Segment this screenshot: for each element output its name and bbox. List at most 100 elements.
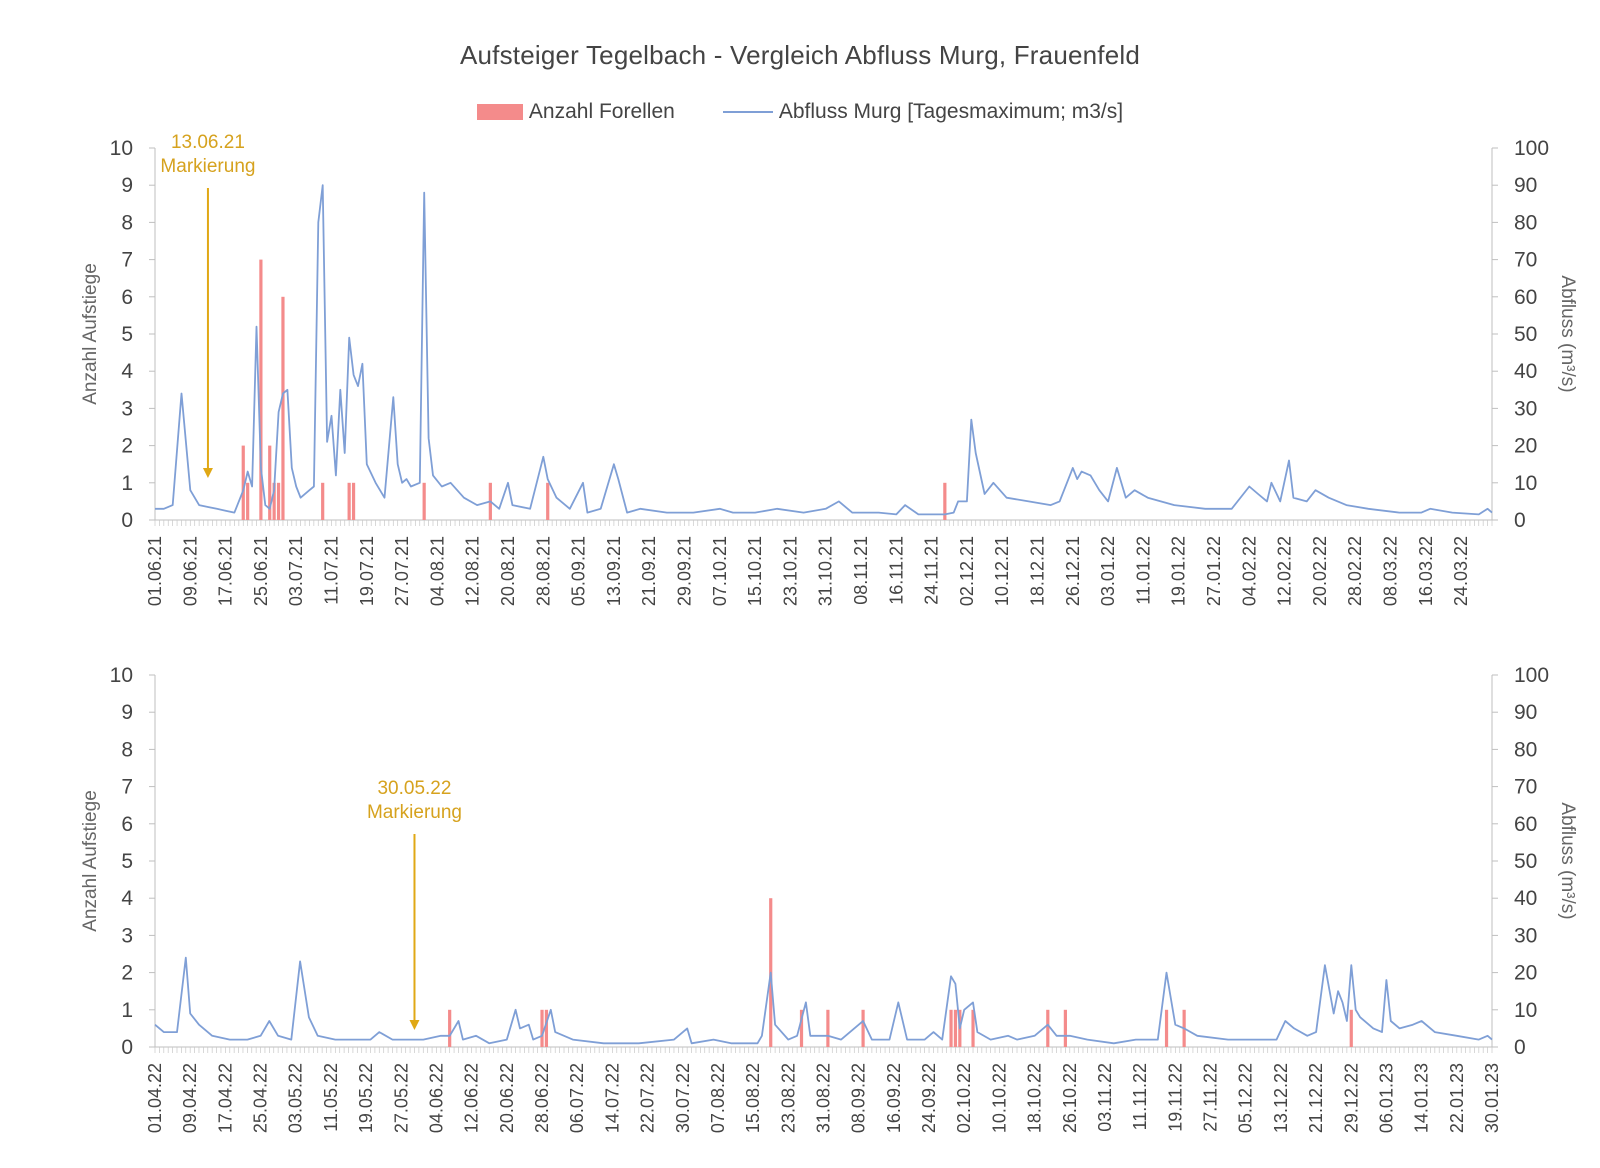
chart1-bar-forellen [268, 445, 272, 520]
chart2-line-abfluss [154, 956, 1493, 1045]
chart1-x-tick: 04.08.21 [427, 536, 447, 606]
chart1-x-tick: 26.12.21 [1063, 536, 1083, 606]
chart2-x-tick: 25.04.22 [251, 1063, 271, 1133]
chart1-x-tick: 03.01.22 [1098, 536, 1118, 606]
chart1-x-tick: 01.06.21 [145, 536, 165, 606]
chart1-x-tick: 20.08.21 [498, 536, 518, 606]
chart2-bar-forellen [799, 1009, 804, 1047]
chart1-bar-forellen [259, 259, 263, 520]
chart2-y-left-tick: 0 [121, 1036, 133, 1059]
chart2-annotation-date: 30.05.22 [377, 778, 451, 799]
chart1-y-left-tick: 8 [121, 211, 133, 234]
chart1-x-tick: 19.01.22 [1169, 536, 1189, 606]
chart2-x-tick: 11.05.22 [321, 1063, 341, 1132]
chart1-y-left-tick: 10 [110, 137, 133, 160]
legend-line-swatch [722, 111, 773, 113]
chart1-y-right-tick: 70 [1514, 249, 1537, 272]
chart1-y-right-tick: 10 [1514, 472, 1537, 495]
chart1-x-tick: 31.10.21 [816, 536, 836, 606]
chart1-x-tick: 17.06.21 [216, 536, 236, 606]
chart2-x-tick: 11.11.22 [1130, 1063, 1150, 1130]
legend: Anzahl Forellen Abfluss Murg [Tagesmaxim… [0, 100, 1600, 124]
chart1-bar-forellen [943, 482, 947, 520]
chart1-y-left-tick: 2 [121, 435, 133, 458]
chart2-x-tick: 16.09.22 [884, 1063, 904, 1133]
chart1-bar-forellen [276, 482, 281, 520]
chart2-bar-forellen [540, 1009, 544, 1047]
chart1-bar-forellen [351, 482, 356, 520]
legend-item-line: Abfluss Murg [Tagesmaximum; m3/s] [722, 100, 1124, 124]
chart1-y-right-tick: 40 [1514, 360, 1537, 383]
chart2-x-tick: 07.08.22 [708, 1063, 728, 1133]
chart2-x-tick: 31.08.22 [814, 1063, 834, 1133]
legend-item-bars: Anzahl Forellen [476, 100, 675, 124]
chart1-y-right-tick: 50 [1514, 323, 1537, 346]
chart2-y-right-title: Abfluss (m³/s) [1557, 802, 1578, 919]
chart1-bar-forellen [241, 445, 245, 520]
chart2-x-tick: 24.09.22 [919, 1063, 939, 1133]
chart2-bar-forellen [949, 1009, 953, 1047]
chart2-x-minor-ticks [154, 1047, 1493, 1053]
chart2-x-tick: 30.01.23 [1482, 1063, 1502, 1133]
chart2-bar-forellen [953, 1009, 958, 1047]
chart1-x-tick: 11.01.22 [1133, 536, 1153, 605]
chart2-x-tick: 06.07.22 [567, 1063, 587, 1133]
chart1-x-tick: 11.07.21 [322, 536, 342, 605]
chart2-bar-forellen [971, 1009, 975, 1047]
chart1-y-right-tick: 20 [1514, 435, 1537, 458]
chart1-y-left-title: Anzahl Aufstiege [80, 263, 101, 405]
chart2-x-tick: 27.05.22 [391, 1063, 411, 1133]
chart1-x-tick: 05.09.21 [569, 536, 589, 606]
chart1-x-tick: 02.12.21 [957, 536, 977, 606]
chart2-x-tick: 14.07.22 [602, 1063, 622, 1133]
chart2-x-tick: 18.10.22 [1025, 1063, 1045, 1133]
chart1-y-right-tick: 30 [1514, 397, 1537, 420]
chart1-annotation-label: Markierung [160, 156, 255, 177]
chart2-x-tick: 10.10.22 [989, 1063, 1009, 1133]
chart2-y-right-tick: 100 [1514, 664, 1549, 687]
chart1-x-tick: 20.02.22 [1310, 536, 1330, 606]
chart2-bar-forellen [448, 1009, 452, 1047]
chart2-y-right-tick: 10 [1514, 999, 1537, 1022]
chart2-y-right-tick: 40 [1514, 887, 1537, 910]
chart1-x-tick: 25.06.21 [251, 536, 271, 606]
chart1-y-right-tick: 100 [1514, 137, 1549, 160]
chart1-line-abfluss [155, 184, 1493, 516]
chart1-y-right-title: Abfluss (m³/s) [1557, 275, 1578, 392]
chart2-y-left-tick: 3 [121, 924, 133, 947]
chart1-y-left-tick: 3 [121, 397, 133, 420]
chart1-y-left-tick: 4 [121, 360, 133, 383]
chart2-x-tick: 03.05.22 [286, 1063, 306, 1133]
chart2-x-tick: 19.05.22 [356, 1063, 376, 1133]
chart2-y-right-tick: 30 [1514, 924, 1537, 947]
legend-bar-label: Anzahl Forellen [528, 100, 675, 123]
legend-line-label: Abfluss Murg [Tagesmaximum; m3/s] [778, 100, 1124, 123]
chart1-x-tick: 07.10.21 [710, 536, 730, 606]
chart1-x-tick: 27.01.22 [1204, 536, 1224, 606]
chart1-annotation-arrowhead [202, 468, 213, 478]
chart2-annotation-arrowhead [409, 1020, 420, 1030]
chart1-x-tick: 03.07.21 [286, 536, 306, 606]
chart2-bar-forellen [861, 1009, 865, 1047]
chart2-x-tick: 08.09.22 [849, 1063, 869, 1133]
chart2-x-tick: 05.12.22 [1236, 1063, 1256, 1133]
chart2-x-tick: 21.12.22 [1306, 1063, 1326, 1133]
chart2-x-tick: 02.10.22 [954, 1063, 974, 1133]
chart2-bar-forellen [544, 1009, 549, 1047]
chart1-x-tick: 15.10.21 [745, 536, 765, 606]
chart2-bar-forellen [1046, 1009, 1050, 1047]
chart1-x-tick: 18.12.21 [1028, 536, 1048, 606]
chart1-y-left-tick: 6 [121, 286, 133, 309]
chart2-bar-forellen [826, 1009, 830, 1047]
chart2-x-tick: 26.10.22 [1060, 1063, 1080, 1133]
chart2-x-tick: 23.08.22 [778, 1063, 798, 1133]
chart2-x-tick: 30.07.22 [673, 1063, 693, 1133]
chart1-x-tick: 08.03.22 [1381, 536, 1401, 606]
chart1-x-tick: 24.11.21 [922, 536, 942, 605]
chart1-x-minor-ticks [154, 520, 1493, 526]
chart1-y-right-tick: 90 [1514, 174, 1537, 197]
chart2-y-right-tick: 90 [1514, 701, 1537, 724]
chart-title: Aufsteiger Tegelbach - Vergleich Abfluss… [459, 40, 1141, 70]
chart2-x-tick: 06.01.23 [1376, 1063, 1396, 1133]
